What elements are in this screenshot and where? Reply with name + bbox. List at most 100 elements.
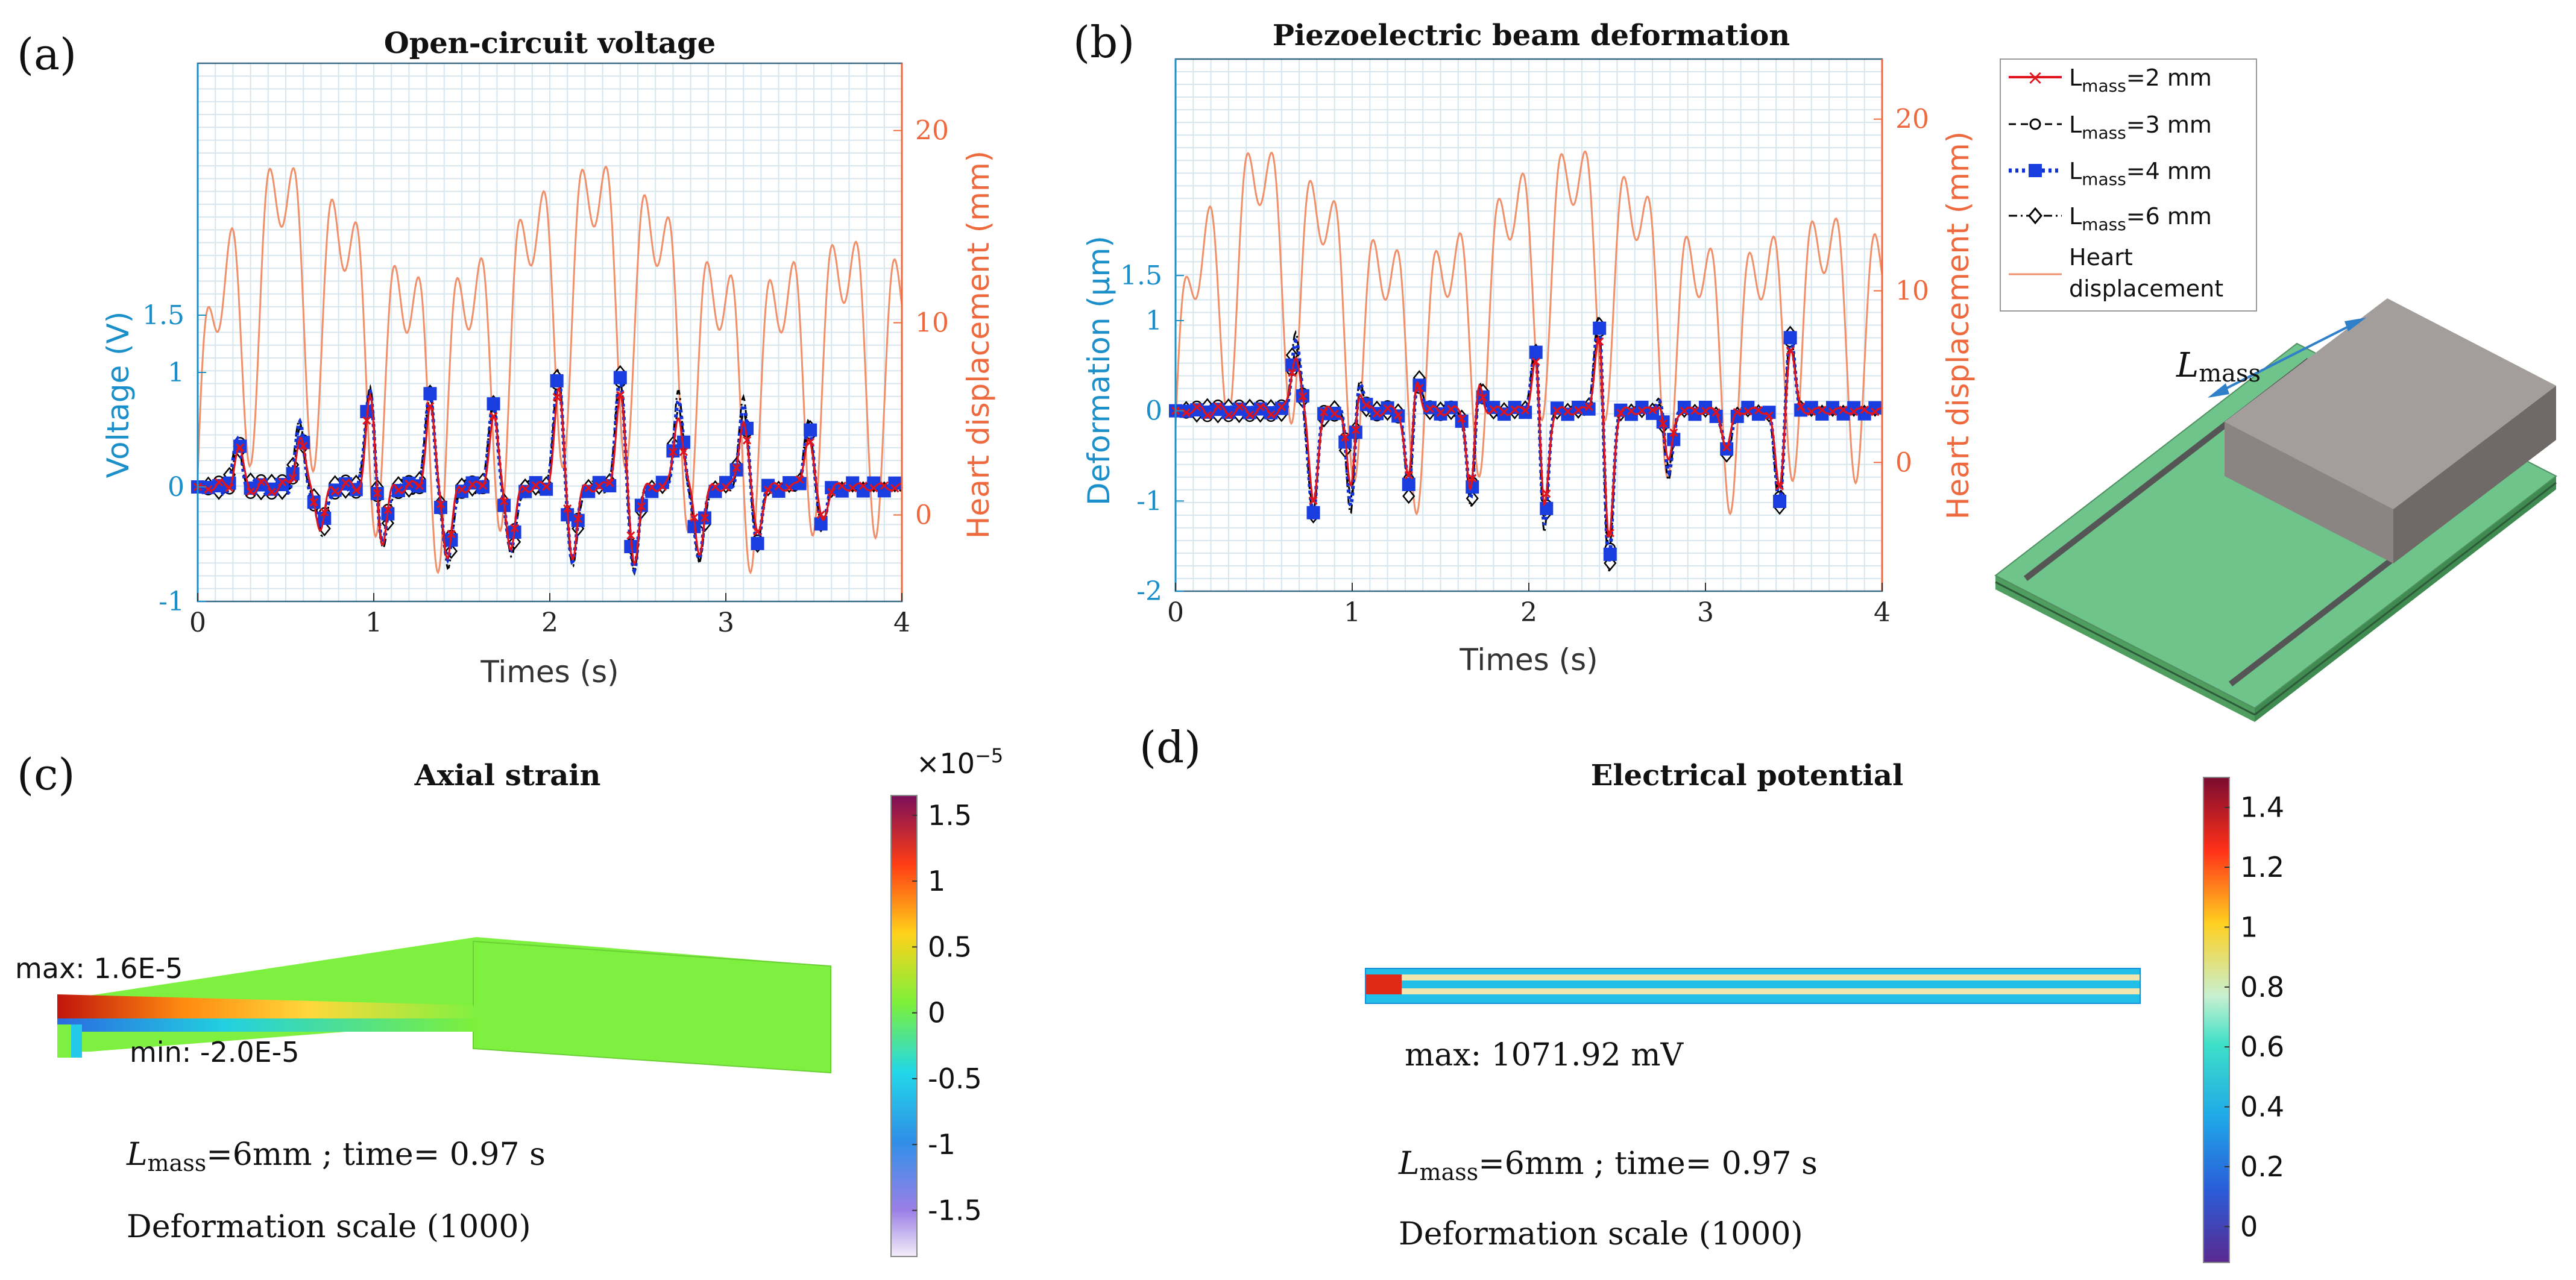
marker-x	[1436, 408, 1445, 417]
legend-marker-lmass-2: ×	[2027, 66, 2044, 90]
marker-square	[1179, 404, 1193, 418]
marker-x	[1733, 408, 1742, 417]
x-tick-label: 0	[1167, 597, 1184, 628]
marker-square	[1624, 407, 1638, 421]
marker-x	[1637, 406, 1646, 415]
colorbar-tick-label: 0.6	[2240, 1031, 2284, 1063]
legend-label-lmass-6: Lmass=6 mm	[2069, 203, 2212, 234]
chart-a-y-ticks: -1 0 1 1.5	[142, 300, 206, 617]
legend-marker-lmass-3	[2029, 118, 2041, 130]
marker-x	[563, 504, 572, 513]
marker-x	[880, 481, 889, 490]
y2-tick-label: 10	[1895, 276, 1929, 307]
marker-x	[1839, 406, 1848, 415]
y-tick-label: 0	[1145, 396, 1162, 427]
marker-x	[1288, 368, 1297, 377]
marker-x	[700, 513, 710, 522]
marker-square	[740, 421, 754, 435]
panel-label-c: (c)	[17, 749, 75, 800]
potential-beam-outline	[1365, 968, 2141, 1004]
marker-x	[742, 436, 752, 445]
marker-x	[669, 447, 678, 456]
marker-square	[1444, 401, 1458, 415]
x-tick-label: 2	[541, 607, 558, 638]
marker-x	[426, 402, 435, 411]
marker-x	[764, 486, 773, 495]
marker-square	[1720, 442, 1734, 456]
chart-a-heart-displacement-series	[197, 165, 903, 575]
series-lmass-2	[1175, 334, 1883, 538]
board-layer-line-2	[2254, 482, 2557, 716]
panel-d-param: Lmass=6mm ; time= 0.97 s	[1398, 1146, 1818, 1185]
marker-square	[613, 371, 627, 384]
panel-c-colorbar-multiplier: ×10−5	[916, 744, 1003, 780]
marker-x	[573, 514, 582, 523]
legend-marker-lmass-4	[2029, 164, 2042, 177]
heart-displacement-line	[197, 165, 903, 575]
marker-square	[1540, 501, 1554, 515]
x-tick-label: 3	[1697, 597, 1714, 628]
marker-x	[1584, 402, 1593, 412]
marker-square	[1635, 400, 1649, 414]
y-tick-label: 0	[168, 472, 184, 503]
chart-b-y2-ticks: 0 10 20	[1874, 104, 1929, 478]
potential-max-label: max: 1071.92 mV	[1405, 1037, 1684, 1073]
legend-entry-lmass-2: × Lmass=2 mm	[2009, 64, 2212, 96]
marker-x	[341, 478, 350, 488]
marker-square	[1677, 401, 1691, 415]
marker-x	[753, 527, 762, 536]
marker-x	[1383, 404, 1392, 413]
marker-x	[1712, 408, 1721, 417]
marker-x	[1807, 407, 1816, 416]
marker-square	[708, 485, 722, 498]
marker-x	[1298, 392, 1308, 401]
marker-x	[214, 478, 224, 487]
marker-x	[288, 474, 297, 483]
marker-x	[415, 482, 424, 491]
marker-x	[257, 477, 266, 486]
legend-entry-heart: Heart displacement	[2009, 244, 2223, 302]
marker-square	[518, 485, 532, 498]
marker-x	[616, 391, 625, 400]
marker-x	[711, 482, 720, 491]
marker-square	[529, 475, 543, 489]
marker-x	[827, 488, 836, 497]
marker-x	[1192, 403, 1201, 412]
marker-x	[1680, 406, 1689, 415]
marker-square	[867, 476, 881, 490]
marker-x	[447, 529, 456, 539]
y-tick-label: 1.5	[1120, 260, 1162, 291]
marker-square	[1508, 401, 1522, 415]
colorbar-tick-label: -1.5	[928, 1194, 982, 1227]
marker-square	[1751, 407, 1765, 421]
panel-c-colorbar	[890, 795, 918, 1257]
marker-x	[405, 479, 414, 488]
marker-x	[1690, 406, 1699, 415]
marker-x	[309, 498, 318, 507]
legend-box	[2000, 58, 2257, 312]
marker-x	[1818, 406, 1827, 415]
marker-x	[320, 508, 329, 517]
marker-square	[1741, 401, 1755, 415]
marker-x	[1595, 337, 1604, 346]
marker-x	[721, 483, 731, 492]
mass-side-face	[2393, 386, 2556, 563]
chart-a-voltage-series	[191, 365, 904, 576]
marker-square	[1868, 401, 1882, 415]
marker-square	[719, 475, 732, 489]
lmass-arrow-head-1	[2208, 383, 2229, 398]
legend-label-lmass-3: Lmass=3 mm	[2069, 111, 2212, 143]
marker-square	[761, 478, 775, 492]
marker-x	[1850, 407, 1859, 416]
marker-square	[751, 536, 764, 550]
strain-min-label: min: -2.0E-5	[130, 1036, 300, 1068]
marker-x	[225, 483, 234, 492]
chart-a-y2-ticks: 0 10 20	[893, 116, 949, 530]
marker-square	[1804, 401, 1818, 415]
legend-entry-lmass-4: Lmass=4 mm	[2009, 158, 2212, 189]
colorbar-tick-label: 0	[2240, 1210, 2258, 1243]
marker-x	[1499, 407, 1509, 416]
y-tick-label: -1	[1136, 486, 1162, 516]
chart-a-x-ticks: 0 1 2 3 4	[189, 593, 910, 638]
